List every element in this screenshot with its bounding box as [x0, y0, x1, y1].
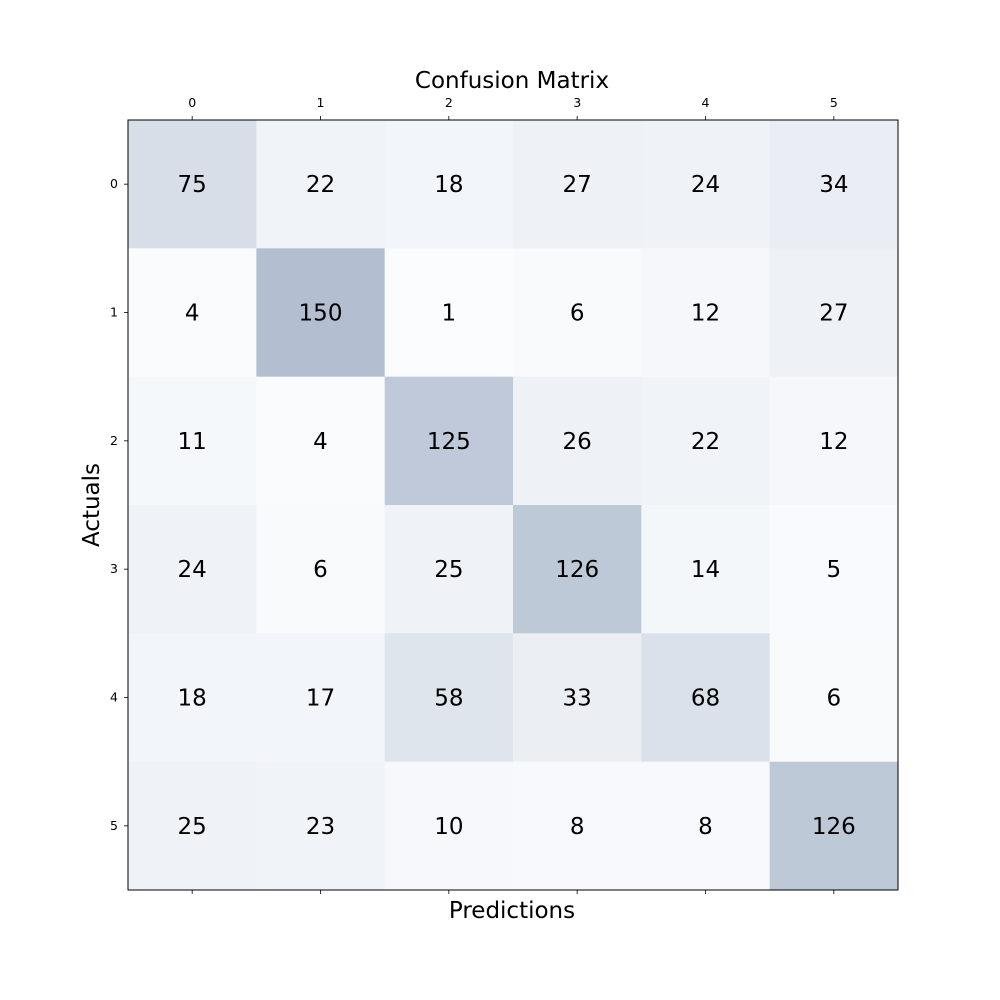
y-axis-ticks: 0 1 2 3 4 5	[110, 176, 128, 833]
heatmap-cell-r0-c0	[128, 120, 257, 249]
x-axis-label: Predictions	[449, 898, 575, 924]
y-tick-label-3: 3	[110, 561, 118, 576]
heatmap-cell-r4-c4	[641, 633, 771, 763]
x-tick-label-1: 1	[317, 95, 325, 110]
heatmap-value-r2-c0: 11	[178, 429, 207, 455]
heatmap-cell-r1-c4	[641, 248, 771, 378]
heatmap-value-r2-c1: 4	[313, 429, 328, 455]
x-axis-ticks-bottom	[191, 890, 835, 894]
y-tick-label-0: 0	[110, 176, 118, 191]
heatmap-value-r0-c2: 18	[434, 172, 463, 198]
heatmap-value-r3-c5: 5	[827, 557, 842, 583]
heatmap-cell-r5-c3	[513, 761, 642, 891]
x-axis-ticks-top: 0 1 2 3 4 5	[188, 95, 838, 120]
heatmap-value-r1-c3: 6	[570, 301, 585, 327]
heatmap-value-r3-c3: 126	[555, 557, 599, 583]
heatmap-value-r0-c4: 24	[691, 172, 720, 198]
y-tick-label-2: 2	[110, 433, 118, 448]
heatmap-value-r4-c3: 33	[563, 686, 592, 712]
chart-title: Confusion Matrix	[415, 68, 609, 94]
heatmap-cell-r3-c2	[384, 505, 514, 634]
x-tick-label-4: 4	[702, 95, 710, 110]
heatmap-value-r2-c3: 26	[563, 429, 592, 455]
y-tick-label-4: 4	[110, 690, 118, 705]
heatmap-value-r1-c0: 4	[185, 301, 200, 327]
heatmap-value-r0-c0: 75	[178, 172, 207, 198]
heatmap-cell-r4-c5	[769, 633, 899, 763]
heatmap-value-r0-c3: 27	[563, 172, 592, 198]
x-tick-label-5: 5	[830, 95, 838, 110]
heatmap-cell-r3-c5	[769, 505, 899, 634]
x-tick-label-3: 3	[573, 95, 581, 110]
heatmap-value-r5-c1: 23	[306, 814, 335, 840]
heatmap-value-r2-c4: 22	[691, 429, 720, 455]
heatmap-cell-r0-c2	[384, 120, 514, 249]
heatmap-value-r3-c4: 14	[691, 557, 720, 583]
heatmap-cell-r3-c1	[256, 505, 386, 634]
heatmap-value-r3-c1: 6	[313, 557, 328, 583]
heatmap-cell-r2-c0	[128, 376, 257, 506]
heatmap-value-r4-c1: 17	[306, 686, 335, 712]
heatmap-value-r1-c2: 1	[442, 301, 457, 327]
heatmap-cell-r1-c2	[384, 248, 514, 378]
heatmap-value-r4-c0: 18	[178, 686, 207, 712]
heatmap-cell-r1-c5	[769, 248, 899, 378]
heatmap-value-r5-c2: 10	[434, 814, 463, 840]
heatmap-cells	[128, 120, 899, 891]
heatmap-value-r4-c4: 68	[691, 686, 720, 712]
heatmap-cell-r5-c1	[256, 761, 386, 891]
heatmap-cell-r3-c0	[128, 505, 257, 634]
y-axis-label: Actuals	[79, 463, 105, 547]
heatmap-value-r0-c5: 34	[819, 172, 848, 198]
heatmap-cell-r0-c3	[513, 120, 642, 249]
heatmap-cell-r1-c0	[128, 248, 257, 378]
plot-frame	[127, 119, 899, 891]
heatmap-value-r4-c2: 58	[434, 686, 463, 712]
heatmap-value-r4-c5: 6	[827, 686, 842, 712]
heatmap-value-r5-c3: 8	[570, 814, 585, 840]
heatmap-value-r1-c5: 27	[819, 301, 848, 327]
heatmap-value-r0-c1: 22	[306, 172, 335, 198]
heatmap-cell-r4-c1	[256, 633, 386, 763]
heatmap-cell-r2-c4	[641, 376, 771, 506]
heatmap-value-r5-c0: 25	[178, 814, 207, 840]
heatmap-cell-r0-c1	[256, 120, 386, 249]
heatmap-cell-r3-c3	[513, 505, 642, 634]
heatmap-value-r5-c5: 126	[812, 814, 856, 840]
heatmap-cell-r4-c0	[128, 633, 257, 763]
heatmap-cell-r1-c1	[256, 248, 386, 378]
heatmap-cell-r2-c2	[384, 376, 514, 506]
x-tick-label-2: 2	[445, 95, 453, 110]
y-tick-label-1: 1	[110, 305, 118, 320]
heatmap-value-r1-c4: 12	[691, 301, 720, 327]
x-tick-label-0: 0	[188, 95, 196, 110]
heatmap-cell-r2-c3	[513, 376, 642, 506]
y-tick-label-5: 5	[110, 818, 118, 833]
heatmap-cell-r4-c3	[513, 633, 642, 763]
heatmap-value-r5-c4: 8	[698, 814, 713, 840]
heatmap-value-r2-c2: 125	[427, 429, 471, 455]
heatmap-cell-r5-c2	[384, 761, 514, 891]
heatmap-cell-r5-c0	[128, 761, 257, 891]
heatmap-value-r2-c5: 12	[819, 429, 848, 455]
heatmap-value-r3-c0: 24	[178, 557, 207, 583]
heatmap-cell-r3-c4	[641, 505, 771, 634]
heatmap-cell-r1-c3	[513, 248, 642, 378]
heatmap-cell-r5-c4	[641, 761, 771, 891]
heatmap-cell-r2-c1	[256, 376, 386, 506]
heatmap-value-r1-c1: 150	[299, 301, 343, 327]
heatmap-value-r3-c2: 25	[434, 557, 463, 583]
heatmap-cell-r0-c5	[769, 120, 899, 249]
heatmap-cell-r0-c4	[641, 120, 771, 249]
heatmap-cell-r2-c5	[769, 376, 899, 506]
heatmap-cell-labels: 75 22 18 27 24 34 4 150 1 6 12 27 11 4 125 26 22 12 24 6 25 1…	[178, 172, 856, 840]
heatmap-cell-r5-c5	[769, 761, 899, 891]
heatmap-cell-r4-c2	[384, 633, 514, 763]
